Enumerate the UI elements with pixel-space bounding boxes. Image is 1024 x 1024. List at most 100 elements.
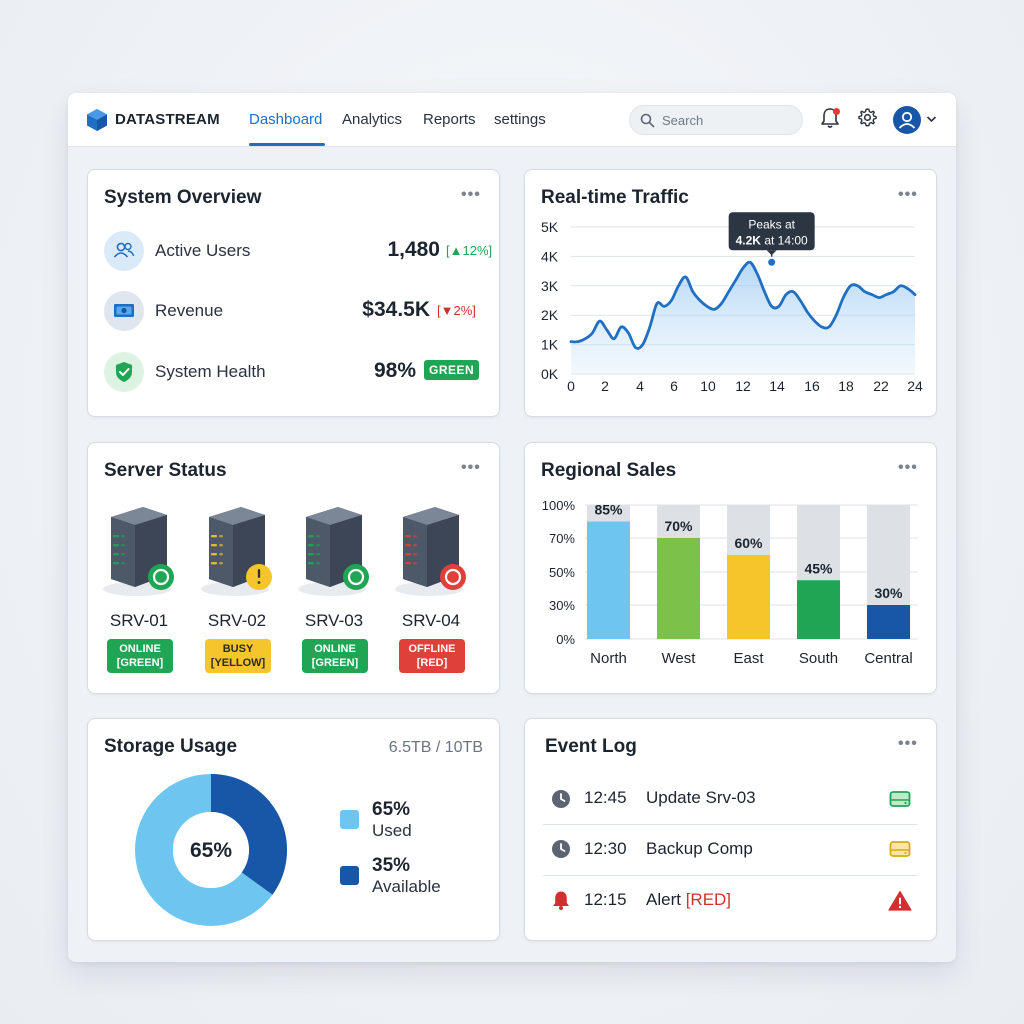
search-box[interactable] — [629, 105, 803, 135]
bar-south[interactable] — [797, 580, 840, 639]
divider — [543, 875, 917, 876]
server-name: SRV-02 — [207, 611, 267, 630]
server-item[interactable]: SRV-02 BUSY [YELLOW] — [197, 503, 277, 673]
drive-green-icon — [889, 791, 911, 807]
server-item[interactable]: SRV-01 ONLINE [GREEN] — [99, 503, 179, 673]
nav-reports[interactable]: Reports — [423, 111, 476, 128]
bar-value-label: 70% — [664, 518, 693, 534]
x-tick-label: 0 — [567, 378, 575, 394]
user-avatar-icon — [898, 111, 916, 129]
card-title: Server Status — [104, 460, 227, 481]
status-line: [GREEN] — [311, 657, 359, 669]
x-category-label: North — [590, 650, 627, 667]
y-tick-label: 4K — [541, 248, 559, 264]
server-name: SRV-04 — [401, 611, 461, 630]
overview-value: 1,480 — [387, 238, 440, 261]
overview-row-users: Active Users 1,480 [▲12%] — [104, 231, 492, 271]
more-options-icon[interactable]: ••• — [461, 459, 481, 476]
nav-settings[interactable]: settings — [494, 111, 546, 128]
chevron-down-icon[interactable] — [926, 115, 937, 123]
legend-used-label: Used — [372, 821, 412, 840]
event-row[interactable]: 12:15 Alert [RED] — [543, 876, 917, 926]
warning-triangle-icon — [888, 890, 912, 911]
server-name: SRV-01 — [109, 611, 169, 630]
status-line: ONLINE — [119, 643, 161, 655]
server-item[interactable]: SRV-04 OFFLINE [RED] — [391, 503, 471, 673]
nav-dashboard[interactable]: Dashboard — [249, 111, 323, 128]
more-options-icon[interactable]: ••• — [461, 186, 481, 203]
overview-row-revenue: Revenue $34.5K [▼2%] — [104, 291, 484, 331]
status-line: [YELLOW] — [210, 657, 266, 669]
x-tick-label: 16 — [804, 378, 820, 394]
event-row[interactable]: 12:30 Backup Comp — [543, 825, 917, 875]
search-input[interactable] — [662, 111, 792, 129]
x-tick-label: 12 — [735, 378, 751, 394]
event-row[interactable]: 12:45 Update Srv-03 — [543, 774, 917, 824]
event-time: 12:15 — [584, 890, 627, 909]
gear-icon[interactable] — [857, 107, 878, 128]
y-tick-label: 5K — [541, 219, 559, 235]
divider — [543, 824, 917, 825]
server-status-badge: ONLINE [GREEN] — [107, 639, 173, 673]
event-text-red: [RED] — [685, 890, 732, 909]
tooltip-line2: 4.2K at 14:00 — [736, 233, 808, 247]
server-rack-icon — [298, 507, 369, 596]
y-tick-label: 3K — [541, 278, 559, 294]
status-line: OFFLINE — [408, 643, 456, 655]
nav-analytics[interactable]: Analytics — [342, 111, 403, 128]
server-rack-icon — [395, 507, 466, 596]
server-name: SRV-03 — [304, 611, 364, 630]
server-status-card: Server Status ••• SRV-01 ONLINE [GREEN] S — [87, 442, 500, 694]
notification-dot — [833, 108, 840, 115]
bar-value-label: 85% — [594, 502, 623, 518]
overview-label: Revenue — [155, 301, 224, 320]
x-category-label: Central — [864, 650, 912, 667]
user-avatar[interactable] — [893, 106, 921, 134]
y-tick-label: 1K — [541, 337, 559, 353]
event-time: 12:45 — [584, 788, 627, 807]
bar-value-label: 30% — [874, 585, 903, 601]
bar-west[interactable] — [657, 538, 700, 639]
overview-label: Active Users — [155, 241, 251, 260]
legend-swatch-available — [340, 866, 359, 885]
x-tick-label: 24 — [907, 378, 923, 394]
overview-value: 98% — [373, 359, 416, 382]
clock-icon — [552, 790, 570, 808]
y-tick-label: 70% — [549, 531, 575, 546]
card-title: Real-time Traffic — [541, 187, 689, 208]
legend-available-pct: 35% — [372, 855, 411, 876]
regional-sales-card: Regional Sales ••• 0% 30% 50% 70% 100% 85% Nor… — [524, 442, 937, 694]
traffic-area — [571, 262, 915, 374]
tooltip-box — [728, 212, 815, 251]
more-options-icon[interactable]: ••• — [898, 459, 918, 476]
status-line: [RED] — [416, 657, 448, 669]
users-icon — [104, 231, 144, 271]
storage-capacity: 6.5TB / 10TB — [388, 739, 483, 756]
bar-central[interactable] — [867, 605, 910, 639]
overview-delta: [▼2%] — [437, 303, 476, 318]
server-item[interactable]: SRV-03 ONLINE [GREEN] — [294, 503, 374, 673]
bar-value-label: 45% — [804, 560, 833, 576]
tooltip-line1: Peaks at — [748, 217, 795, 231]
overview-value: $34.5K — [362, 298, 430, 321]
legend-swatch-used — [340, 810, 359, 829]
bar-north[interactable] — [587, 521, 630, 640]
donut-center-label: 65% — [190, 839, 232, 862]
peak-point — [766, 256, 778, 268]
system-overview-card: System Overview ••• Active Users 1,480 [… — [87, 169, 500, 417]
x-category-label: East — [733, 650, 764, 667]
traffic-series-line — [569, 260, 917, 350]
donut-available-segment — [210, 774, 287, 895]
y-tick-label: 100% — [542, 498, 576, 513]
active-tab-indicator — [249, 143, 325, 146]
money-icon — [104, 291, 144, 331]
shield-check-icon — [104, 352, 144, 392]
dashboard-window: DATASTREAM Dashboard Analytics Reports s… — [68, 93, 956, 962]
overview-label: System Health — [155, 362, 266, 381]
bar-east[interactable] — [727, 555, 770, 639]
overview-row-health: System Health 98% GREEN — [104, 352, 484, 392]
more-options-icon[interactable]: ••• — [898, 735, 918, 752]
more-options-icon[interactable]: ••• — [898, 186, 918, 203]
y-tick-label: 2K — [541, 307, 559, 323]
